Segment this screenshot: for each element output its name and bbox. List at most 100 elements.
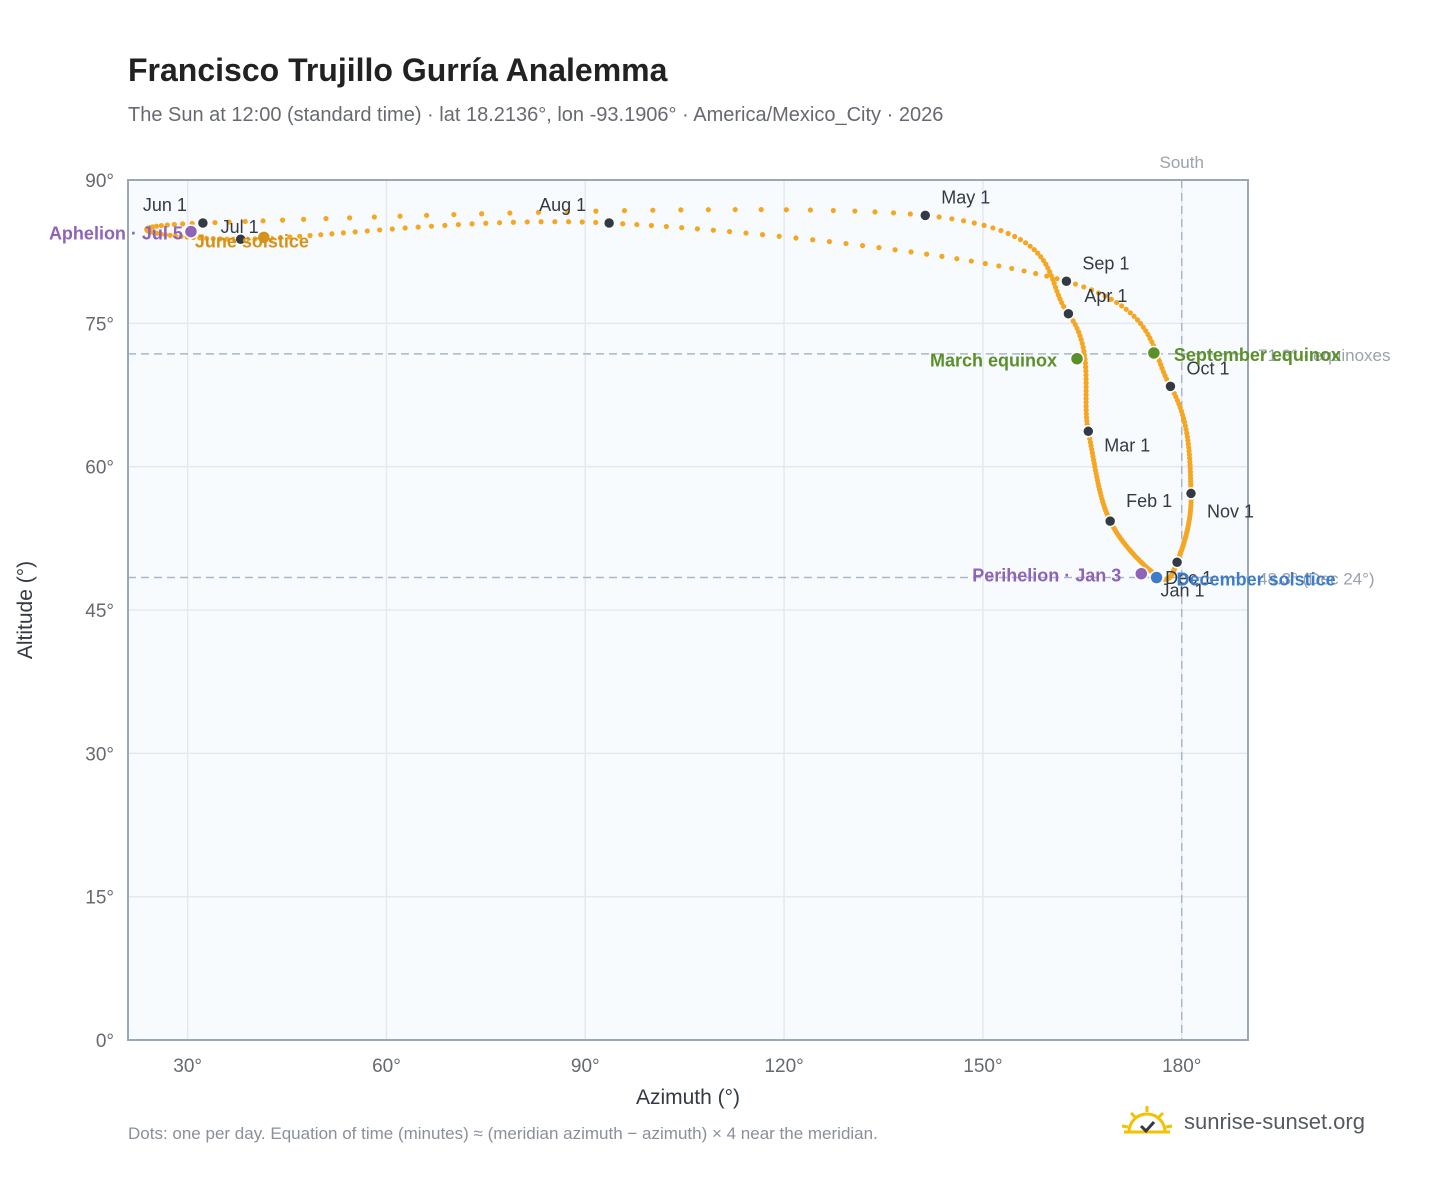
daily-sun-dot	[1040, 257, 1047, 264]
month-label: Sep 1	[1082, 253, 1129, 273]
month-label: Dec 1	[1165, 568, 1212, 588]
daily-sun-dot	[1083, 372, 1089, 378]
reference-line-label: 71.8° · equinoxes	[1258, 346, 1391, 365]
month-label: Jan 1	[1161, 581, 1205, 601]
daily-sun-dot	[483, 220, 489, 226]
daily-sun-dot	[1033, 270, 1039, 277]
daily-sun-dot	[634, 221, 640, 228]
daily-sun-dot	[908, 249, 914, 255]
daily-sun-dot	[158, 222, 164, 229]
daily-sun-dot	[1123, 306, 1129, 312]
y-tick-label: 60°	[85, 458, 114, 479]
daily-sun-dot	[954, 256, 960, 262]
daily-sun-dot	[364, 228, 370, 234]
daily-sun-dot	[1102, 293, 1108, 299]
daily-sun-dot	[872, 209, 878, 215]
daily-sun-dot	[679, 225, 685, 231]
daily-sun-dot	[579, 219, 585, 225]
daily-sun-dot	[352, 229, 358, 235]
daily-sun-dot	[593, 219, 599, 226]
daily-sun-dot	[1083, 368, 1089, 374]
daily-sun-dot	[982, 260, 988, 267]
daily-sun-dot	[1021, 268, 1027, 274]
daily-sun-dot	[1131, 313, 1137, 319]
reference-line-label: 48.3° (Dec 24°)	[1258, 570, 1375, 589]
daily-sun-dot	[210, 236, 216, 242]
brand[interactable]: sunrise-sunset.org	[1120, 1102, 1365, 1142]
daily-sun-dot	[178, 233, 184, 240]
daily-sun-dot	[1009, 265, 1015, 272]
daily-sun-dot	[759, 232, 766, 238]
daily-sun-dot	[807, 207, 814, 213]
daily-sun-dot	[939, 253, 945, 259]
daily-sun-dot	[859, 242, 866, 249]
daily-sun-dot	[428, 223, 435, 229]
y-tick-label: 75°	[85, 314, 114, 335]
x-tick-label: 30°	[173, 1056, 202, 1077]
sun-logo-icon	[1121, 1106, 1173, 1134]
y-tick-label: 90°	[85, 171, 114, 192]
daily-sun-dot	[318, 232, 324, 238]
daily-sun-dot	[297, 233, 303, 239]
daily-sun-dot	[998, 228, 1004, 234]
daily-sun-dot	[507, 210, 513, 216]
month-marker	[919, 209, 932, 222]
daily-sun-dot	[793, 235, 799, 241]
daily-sun-dot	[1054, 276, 1060, 282]
daily-sun-dot	[260, 218, 266, 224]
event-label: December solstice	[1177, 570, 1336, 590]
month-label: Jul 1	[221, 217, 259, 237]
daily-sun-dot	[538, 219, 544, 225]
y-tick-label: 15°	[85, 888, 114, 909]
event-marker	[1149, 570, 1164, 585]
daily-sun-dot	[171, 221, 177, 228]
daily-sun-dot	[996, 263, 1002, 269]
daily-sun-dot	[347, 215, 353, 221]
daily-sun-dot	[1083, 407, 1089, 413]
daily-sun-dot	[743, 230, 749, 236]
daily-sun-dot	[277, 235, 283, 241]
daily-sun-dot	[678, 207, 684, 213]
event-marker	[256, 230, 272, 245]
daily-sun-dot	[1080, 344, 1086, 350]
daily-sun-dot	[1119, 303, 1125, 309]
month-label: Nov 1	[1207, 501, 1254, 521]
month-marker	[1170, 555, 1184, 569]
daily-sun-dot	[340, 230, 346, 236]
daily-sun-dot	[1012, 233, 1018, 240]
daily-sun-dot	[1035, 250, 1041, 256]
daily-sun-dot	[226, 219, 232, 225]
daily-sun-dot	[552, 219, 558, 225]
daily-sun-dot	[203, 235, 210, 241]
daily-sun-dot	[167, 232, 173, 238]
daily-sun-dot	[565, 219, 572, 225]
chart-subtitle: The Sun at 12:00 (standard time) · lat 1…	[128, 104, 944, 126]
footer-note: Dots: one per day. Equation of time (min…	[128, 1124, 878, 1143]
daily-sun-dot	[892, 247, 898, 253]
daily-sun-dot	[564, 209, 570, 215]
x-tick-label: 120°	[764, 1056, 803, 1077]
daily-sun-dot	[907, 211, 913, 217]
daily-sun-dot	[830, 207, 836, 214]
daily-sun-dot	[1088, 287, 1095, 293]
daily-sun-dot	[451, 211, 457, 218]
month-marker	[1103, 514, 1117, 528]
daily-sun-dot	[180, 221, 186, 227]
daily-sun-dot	[424, 212, 430, 218]
daily-sun-dot	[442, 222, 448, 228]
daily-sun-dot	[1134, 317, 1141, 323]
month-label: Mar 1	[1104, 435, 1150, 455]
daily-sun-dot	[732, 206, 738, 213]
month-label: Feb 1	[1126, 491, 1172, 511]
daily-sun-dot	[1083, 411, 1089, 417]
daily-sun-dot	[852, 208, 858, 214]
daily-sun-dot	[329, 231, 335, 237]
daily-sun-dot	[1081, 348, 1087, 354]
daily-sun-dot	[663, 223, 669, 230]
daily-sun-dot	[1072, 281, 1079, 287]
daily-sun-dot	[469, 221, 475, 227]
y-tick-label: 0°	[96, 1031, 114, 1052]
daily-sun-dot	[990, 225, 996, 231]
event-label: March equinox	[930, 351, 1057, 371]
